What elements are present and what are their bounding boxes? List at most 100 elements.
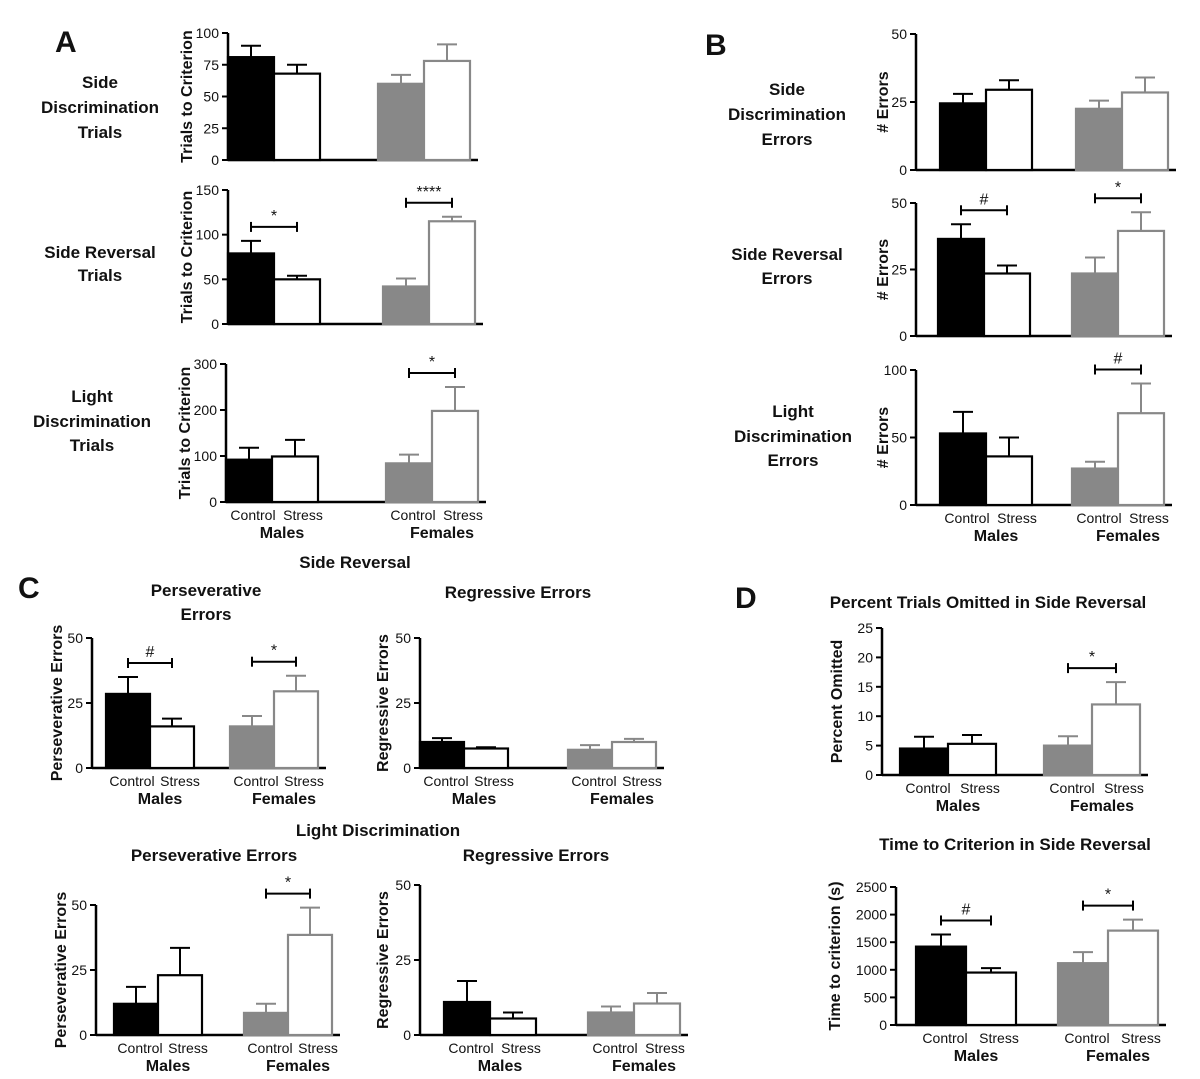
y-axis-title: Percent Omitted	[829, 640, 846, 764]
category-label: Control	[944, 510, 989, 526]
category-label: Control	[905, 780, 950, 796]
y-tick-label: 200	[194, 402, 218, 418]
chart-title: Errors	[180, 605, 231, 624]
significance-label: *	[285, 875, 291, 892]
bar	[984, 455, 1034, 507]
bar	[610, 740, 658, 770]
category-label: Stress	[645, 1040, 685, 1056]
category-label: Stress	[168, 1040, 208, 1056]
category-label: Control	[390, 507, 435, 523]
chart-title: Regressive Errors	[445, 583, 591, 602]
bar	[1106, 929, 1160, 1027]
y-axis-title: # Errors	[875, 71, 892, 132]
bar	[104, 692, 152, 770]
y-tick-label: 0	[899, 162, 907, 178]
significance-label: *	[1105, 887, 1111, 904]
y-tick-label: 25	[395, 695, 411, 711]
bar	[422, 59, 472, 162]
group-label: Females	[590, 791, 654, 808]
category-label: Stress	[960, 780, 1000, 796]
row-label: Side	[82, 73, 118, 92]
bar	[938, 102, 988, 172]
chart-title: Perseverative Errors	[131, 846, 297, 865]
bar	[242, 1011, 290, 1037]
row-label: Trials	[70, 436, 114, 455]
chart-title: Perseverative	[151, 581, 262, 600]
category-label: Stress	[474, 773, 514, 789]
y-tick-label: 0	[211, 152, 219, 168]
row-label: Trials	[78, 266, 122, 285]
category-label: Control	[1076, 510, 1121, 526]
bar	[427, 220, 477, 326]
panel-letter-a: A	[55, 26, 77, 59]
category-label: Control	[247, 1040, 292, 1056]
y-tick-label: 50	[203, 271, 219, 287]
category-label: Stress	[1104, 780, 1144, 796]
bar	[224, 458, 274, 504]
category-label: Stress	[283, 507, 323, 523]
row-label: Trials	[78, 123, 122, 142]
y-tick-label: 0	[403, 760, 411, 776]
bar	[384, 462, 434, 504]
group-label: Females	[1070, 798, 1134, 815]
bar	[156, 974, 204, 1037]
row-label: Light	[772, 402, 814, 421]
category-label: Control	[571, 773, 616, 789]
bar	[462, 747, 510, 770]
significance-label: *	[429, 354, 435, 371]
y-axis-title: Regressive Errors	[375, 891, 392, 1029]
bar	[898, 747, 950, 777]
group-label: Females	[1086, 1048, 1150, 1065]
category-label: Stress	[1129, 510, 1169, 526]
row-label: Side	[769, 80, 805, 99]
y-tick-label: 50	[67, 630, 83, 646]
bar	[936, 237, 986, 338]
y-axis-title: Trials to Criterion	[177, 367, 194, 499]
y-tick-label: 50	[891, 430, 907, 446]
bar	[442, 1000, 492, 1037]
category-label: Control	[117, 1040, 162, 1056]
y-axis-title: Perseverative Errors	[49, 625, 66, 782]
category-label: Control	[109, 773, 154, 789]
category-label: Stress	[997, 510, 1037, 526]
row-label: Errors	[767, 451, 818, 470]
bar	[586, 1011, 636, 1037]
bar	[914, 945, 968, 1027]
y-axis-title: # Errors	[875, 407, 892, 468]
y-tick-label: 0	[899, 328, 907, 344]
bar	[226, 56, 276, 162]
significance-label: *	[1089, 649, 1095, 666]
section-title-side-reversal: Side Reversal	[299, 553, 411, 572]
category-label: Control	[230, 507, 275, 523]
y-axis-title: Trials to Criterion	[179, 191, 196, 323]
chart-b3: 0 50 100 # Errors # Control Stress Control Stres…	[734, 351, 1172, 545]
category-label: Stress	[160, 773, 200, 789]
group-label: Males	[260, 525, 305, 542]
bar	[272, 72, 322, 162]
category-label: Control	[233, 773, 278, 789]
category-label: Stress	[1121, 1030, 1161, 1046]
category-label: Stress	[443, 507, 483, 523]
y-tick-label: 50	[203, 89, 219, 105]
bar	[228, 725, 276, 770]
y-tick-label: 0	[403, 1027, 411, 1043]
y-tick-label: 25	[395, 952, 411, 968]
bar	[566, 748, 614, 770]
bar	[946, 742, 998, 777]
bar	[270, 455, 320, 504]
y-tick-label: 25	[71, 962, 87, 978]
significance-label: #	[146, 644, 155, 661]
y-tick-label: 50	[891, 195, 907, 211]
y-tick-label: 0	[879, 1017, 887, 1033]
bar	[1070, 272, 1120, 338]
category-label: Control	[592, 1040, 637, 1056]
category-label: Control	[1049, 780, 1094, 796]
y-tick-label: 100	[884, 362, 908, 378]
y-axis-title: Time to criterion (s)	[827, 881, 844, 1030]
row-label: Errors	[761, 269, 812, 288]
bar	[148, 725, 196, 770]
row-label: Discrimination	[41, 98, 159, 117]
category-label: Stress	[622, 773, 662, 789]
